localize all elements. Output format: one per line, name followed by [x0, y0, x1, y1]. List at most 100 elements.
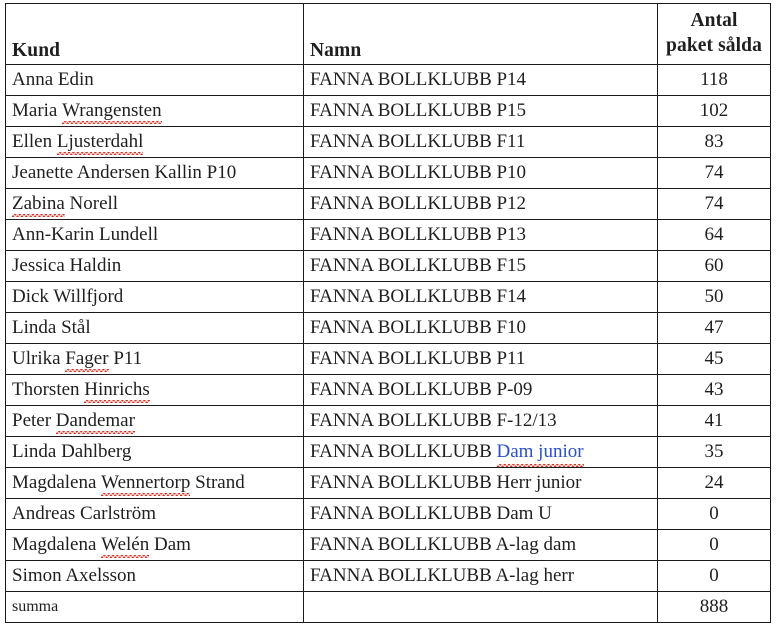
kund-misspelled-text: Dandemar [55, 410, 136, 434]
cell-kund: Peter Dandemar [5, 405, 304, 437]
cell-antal: 118 [657, 64, 771, 96]
summary-total: 888 [657, 591, 771, 623]
cell-namn: FANNA BOLLKLUBB Herr junior [303, 467, 658, 499]
cell-kund: Magdalena Wennertorp Strand [5, 467, 304, 499]
namn-text: FANNA BOLLKLUBB F10 [310, 317, 527, 339]
cell-kund: Magdalena Welén Dam [5, 529, 304, 561]
cell-namn: FANNA BOLLKLUBB P15 [303, 95, 658, 127]
kund-text-suffix: P11 [108, 348, 143, 370]
kund-text: Jeanette Andersen Kallin P10 [12, 162, 237, 184]
column-header-namn: Namn [303, 3, 658, 65]
cell-kund: Linda Stål [5, 312, 304, 344]
kund-text: Linda Dahlberg [12, 441, 132, 463]
kund-text-suffix: Dam [149, 534, 191, 556]
cell-antal: 45 [657, 343, 771, 375]
column-header-kund: Kund [5, 3, 304, 65]
cell-kund: Jeanette Andersen Kallin P10 [5, 157, 304, 189]
kund-misspelled-text: Wennertorp [101, 472, 191, 496]
table-row: Thorsten Hinrichs FANNA BOLLKLUBB P-09 43 [5, 374, 771, 406]
kund-misspelled-text: Ljusterdahl [56, 131, 144, 155]
namn-text: FANNA BOLLKLUBB P13 [310, 224, 527, 246]
kund-text: Thorsten [12, 379, 85, 401]
table-row: Ellen Ljusterdahl FANNA BOLLKLUBB F11 83 [5, 126, 771, 158]
cell-namn: FANNA BOLLKLUBB P10 [303, 157, 658, 189]
namn-hyperlink-label: Dam junior [496, 441, 584, 467]
cell-antal: 47 [657, 312, 771, 344]
table-row: Anna Edin FANNA BOLLKLUBB P14 118 [5, 64, 771, 96]
namn-text: FANNA BOLLKLUBB F15 [310, 255, 527, 277]
kund-text: Jessica Haldin [12, 255, 122, 277]
table-row: Linda Dahlberg FANNA BOLLKLUBB Dam junior… [5, 436, 771, 468]
cell-namn: FANNA BOLLKLUBB F-12/13 [303, 405, 658, 437]
column-header-antal: Antal paket sålda [657, 3, 771, 65]
cell-namn[interactable]: FANNA BOLLKLUBB Dam junior [303, 436, 658, 468]
cell-namn: FANNA BOLLKLUBB P14 [303, 64, 658, 96]
namn-text: FANNA BOLLKLUBB Dam U [310, 503, 552, 525]
table-row: Magdalena Wennertorp Strand FANNA BOLLKLU… [5, 467, 771, 499]
cell-namn: FANNA BOLLKLUBB P-09 [303, 374, 658, 406]
namn-text: FANNA BOLLKLUBB [310, 441, 497, 463]
cell-kund: Dick Willfjord [5, 281, 304, 313]
namn-text: FANNA BOLLKLUBB Herr junior [310, 472, 582, 494]
cell-kund: Maria Wrangensten [5, 95, 304, 127]
cell-namn: FANNA BOLLKLUBB A-lag herr [303, 560, 658, 592]
cell-namn: FANNA BOLLKLUBB A-lag dam [303, 529, 658, 561]
cell-namn: FANNA BOLLKLUBB Dam U [303, 498, 658, 530]
kund-misspelled-text: Wrangensten [62, 100, 163, 124]
sales-table: Kund Namn Antal paket sålda Anna Edin FAN… [5, 3, 771, 623]
summary-label: summa [5, 591, 304, 623]
cell-antal: 0 [657, 529, 771, 561]
namn-text: FANNA BOLLKLUBB P10 [310, 162, 527, 184]
kund-text: Simon Axelsson [12, 565, 137, 587]
cell-kund: Ulrika Fager P11 [5, 343, 304, 375]
cell-antal: 102 [657, 95, 771, 127]
cell-antal: 24 [657, 467, 771, 499]
namn-text: FANNA BOLLKLUBB F11 [310, 131, 526, 153]
kund-text: Linda Stål [12, 317, 91, 339]
header-row: Kund Namn Antal paket sålda [5, 3, 771, 65]
cell-kund: Zabina Norell [5, 188, 304, 220]
kund-text: Ellen [12, 131, 57, 153]
table-row: Andreas Carlström FANNA BOLLKLUBB Dam U 0 [5, 498, 771, 530]
kund-misspelled-text: Zabina [12, 193, 65, 217]
cell-namn: FANNA BOLLKLUBB F11 [303, 126, 658, 158]
summary-namn-empty [303, 591, 658, 623]
cell-kund: Thorsten Hinrichs [5, 374, 304, 406]
table-row: Dick Willfjord FANNA BOLLKLUBB F14 50 [5, 281, 771, 313]
namn-text: FANNA BOLLKLUBB P14 [310, 69, 527, 91]
table-row: Peter Dandemar FANNA BOLLKLUBB F-12/13 41 [5, 405, 771, 437]
cell-kund: Jessica Haldin [5, 250, 304, 282]
namn-text: FANNA BOLLKLUBB A-lag dam [310, 534, 577, 556]
column-header-antal-line2: paket sålda [666, 35, 762, 56]
cell-namn: FANNA BOLLKLUBB P11 [303, 343, 658, 375]
namn-text: FANNA BOLLKLUBB P11 [310, 348, 526, 370]
kund-text-suffix: Norell [64, 193, 119, 215]
cell-antal: 41 [657, 405, 771, 437]
cell-antal: 43 [657, 374, 771, 406]
kund-text: Magdalena [12, 534, 102, 556]
cell-kund: Anna Edin [5, 64, 304, 96]
cell-kund: Andreas Carlström [5, 498, 304, 530]
kund-text-suffix: Strand [190, 472, 245, 494]
table-row: Zabina Norell FANNA BOLLKLUBB P12 74 [5, 188, 771, 220]
kund-misspelled-text: Hinrichs [84, 379, 151, 403]
cell-antal: 74 [657, 188, 771, 220]
table-row: Linda Stål FANNA BOLLKLUBB F10 47 [5, 312, 771, 344]
cell-kund: Simon Axelsson [5, 560, 304, 592]
namn-text: FANNA BOLLKLUBB P12 [310, 193, 527, 215]
cell-kund: Ann-Karin Lundell [5, 219, 304, 251]
namn-text: FANNA BOLLKLUBB F-12/13 [310, 410, 557, 432]
kund-text: Dick Willfjord [12, 286, 124, 308]
summary-row: summa 888 [5, 591, 771, 623]
kund-text: Ann-Karin Lundell [12, 224, 159, 246]
table-row: Ulrika Fager P11 FANNA BOLLKLUBB P11 45 [5, 343, 771, 375]
namn-text: FANNA BOLLKLUBB P15 [310, 100, 527, 122]
cell-antal: 74 [657, 157, 771, 189]
cell-kund: Linda Dahlberg [5, 436, 304, 468]
namn-text: FANNA BOLLKLUBB P-09 [310, 379, 533, 401]
namn-hyperlink[interactable]: Dam junior [496, 441, 584, 467]
column-header-antal-line1: Antal [690, 9, 738, 31]
kund-text: Magdalena [12, 472, 102, 494]
table-body: Anna Edin FANNA BOLLKLUBB P14 118 Maria Wra… [5, 64, 771, 623]
kund-text: Andreas Carlström [12, 503, 157, 525]
